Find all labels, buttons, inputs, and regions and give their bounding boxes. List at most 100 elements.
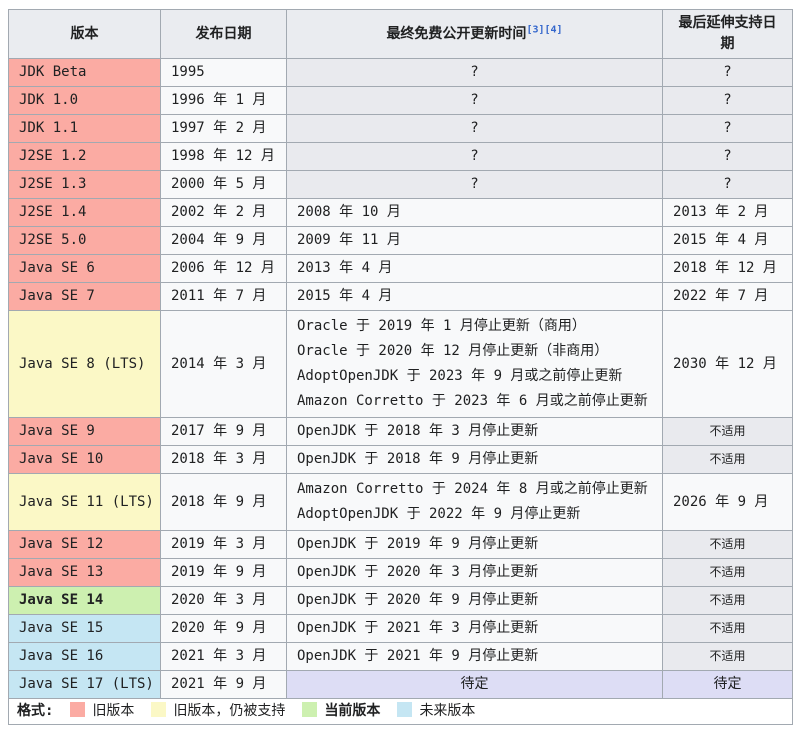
free-update-end-cell: 2008 年 10 月 [286,198,663,227]
table-row: J2SE 5.0 2004 年 9 月 2009 年 11 月 2015 年 4 月 [8,226,793,255]
table-header-row: 版本 发布日期 最终免费公开更新时间[3][4] 最后延伸支持日期 [8,9,793,59]
reference-link[interactable]: [4] [544,23,563,35]
version-cell: J2SE 5.0 [8,226,161,255]
release-date-cell: 1995 [160,58,287,87]
extended-support-cell: 不适用 [662,417,793,446]
version-cell: JDK 1.1 [8,114,161,143]
version-cell: Java SE 17 (LTS) [8,670,161,699]
column-header: 最后延伸支持日期 [662,9,793,59]
legend-swatch-future [397,702,413,717]
table-row: Java SE 14 2020 年 3 月 OpenJDK 于 2020 年 9 月… [8,586,793,615]
extended-support-cell: 待定 [662,670,793,699]
free-update-line: Amazon Corretto 于 2024 年 8 月或之前停止更新 [297,481,648,497]
legend-item-label: 旧版本 [92,703,135,719]
version-cell: JDK Beta [8,58,161,87]
version-cell: JDK 1.0 [8,86,161,115]
extended-support-cell: ? [662,58,793,87]
legend-item: 未来版本 [397,702,475,721]
release-date-cell: 2017 年 9 月 [160,417,287,446]
extended-support-cell: ? [662,114,793,143]
version-cell: Java SE 6 [8,254,161,283]
extended-support-cell: 2030 年 12 月 [662,310,793,418]
release-date-cell: 2004 年 9 月 [160,226,287,255]
table-row: J2SE 1.3 2000 年 5 月?? [8,170,793,199]
free-update-end-cell: OpenJDK 于 2018 年 3 月停止更新 [286,417,663,446]
extended-support-cell: ? [662,142,793,171]
version-cell: J2SE 1.4 [8,198,161,227]
extended-support-cell: 2022 年 7 月 [662,282,793,311]
extended-support-cell: 不适用 [662,614,793,643]
column-header: 发布日期 [160,9,287,59]
release-date-cell: 1998 年 12 月 [160,142,287,171]
table-row: Java SE 10 2018 年 3 月 OpenJDK 于 2018 年 9 月… [8,445,793,474]
version-cell: Java SE 10 [8,445,161,474]
legend-item-label: 当前版本 [324,703,381,719]
release-date-cell: 2019 年 3 月 [160,530,287,559]
table-row: J2SE 1.4 2002 年 2 月 2008 年 10 月 2013 年 2 月 [8,198,793,227]
table-row: Java SE 17 (LTS) 2021 年 9 月待定 待定 [8,670,793,699]
free-update-end-cell: ? [286,142,663,171]
legend-item-label: 未来版本 [419,703,476,719]
extended-support-cell: 2018 年 12 月 [662,254,793,283]
free-update-end-cell: 待定 [286,670,663,699]
version-cell: Java SE 12 [8,530,161,559]
release-date-cell: 2014 年 3 月 [160,310,287,418]
free-update-end-cell: Oracle 于 2019 年 1 月停止更新（商用） Oracle 于 2020… [286,310,663,418]
free-update-end-cell: ? [286,114,663,143]
version-cell: Java SE 7 [8,282,161,311]
free-update-end-cell: 2015 年 4 月 [286,282,663,311]
free-update-end-cell: ? [286,58,663,87]
legend-item: 当前版本 [302,702,380,721]
extended-support-cell: 不适用 [662,558,793,587]
free-update-line: Amazon Corretto 于 2023 年 6 月或之前停止更新 [297,393,648,409]
version-cell: Java SE 11 (LTS) [8,473,161,531]
column-header: 版本 [8,9,161,59]
table-row: Java SE 16 2021 年 3 月 OpenJDK 于 2021 年 9 月… [8,642,793,671]
free-update-end-cell: OpenJDK 于 2021 年 3 月停止更新 [286,614,663,643]
table-row: Java SE 15 2020 年 9 月 OpenJDK 于 2021 年 3 月… [8,614,793,643]
release-date-cell: 2000 年 5 月 [160,170,287,199]
extended-support-cell: 2026 年 9 月 [662,473,793,531]
release-date-cell: 2021 年 3 月 [160,642,287,671]
table-row: Java SE 7 2011 年 7 月 2015 年 4 月 2022 年 7 月 [8,282,793,311]
column-header-label: 发布日期 [195,25,252,42]
free-update-end-cell: OpenJDK 于 2019 年 9 月停止更新 [286,530,663,559]
column-header: 最终免费公开更新时间[3][4] [286,9,663,59]
legend-item-label: 旧版本，仍被支持 [173,703,286,719]
free-update-end-cell: ? [286,86,663,115]
extended-support-cell: ? [662,86,793,115]
table-row: Java SE 6 2006 年 12 月 2013 年 4 月 2018 年 12 … [8,254,793,283]
table-row: Java SE 11 (LTS) 2018 年 9 月 Amazon Corrett… [8,473,793,531]
table-row: JDK 1.1 1997 年 2 月?? [8,114,793,143]
release-date-cell: 2018 年 9 月 [160,473,287,531]
version-cell: Java SE 9 [8,417,161,446]
column-header-label: 版本 [70,25,99,42]
extended-support-cell: 不适用 [662,445,793,474]
legend-row: 格式: 旧版本 旧版本，仍被支持 当前版本 未来版本 [8,698,793,725]
table-row: J2SE 1.2 1998 年 12 月?? [8,142,793,171]
free-update-end-cell: OpenJDK 于 2021 年 9 月停止更新 [286,642,663,671]
legend-swatch-old_supported [151,702,167,717]
legend-title: 格式: [17,703,54,719]
legend-item: 旧版本，仍被支持 [151,702,285,721]
free-update-end-cell: 2009 年 11 月 [286,226,663,255]
version-cell: Java SE 14 [8,586,161,615]
legend-swatch-old [70,702,86,717]
extended-support-cell: 2015 年 4 月 [662,226,793,255]
free-update-end-cell: ? [286,170,663,199]
free-update-end-cell: Amazon Corretto 于 2024 年 8 月或之前停止更新 Adopt… [286,473,663,531]
column-header-label: 最终免费公开更新时间 [386,25,527,42]
free-update-end-cell: OpenJDK 于 2020 年 3 月停止更新 [286,558,663,587]
column-header-label: 最后延伸支持日期 [678,15,777,52]
extended-support-cell: 2013 年 2 月 [662,198,793,227]
release-date-cell: 2006 年 12 月 [160,254,287,283]
free-update-end-cell: 2013 年 4 月 [286,254,663,283]
free-update-end-cell: OpenJDK 于 2018 年 9 月停止更新 [286,445,663,474]
reference-link[interactable]: [3] [526,23,545,35]
version-cell: Java SE 8 (LTS) [8,310,161,418]
table-row: Java SE 13 2019 年 9 月 OpenJDK 于 2020 年 3 月… [8,558,793,587]
java-version-history-table: 版本 发布日期 最终免费公开更新时间[3][4] 最后延伸支持日期 JDK Beta 1… [8,9,793,725]
release-date-cell: 2002 年 2 月 [160,198,287,227]
free-update-end-cell: OpenJDK 于 2020 年 9 月停止更新 [286,586,663,615]
free-update-line: Oracle 于 2019 年 1 月停止更新（商用） [297,318,586,334]
